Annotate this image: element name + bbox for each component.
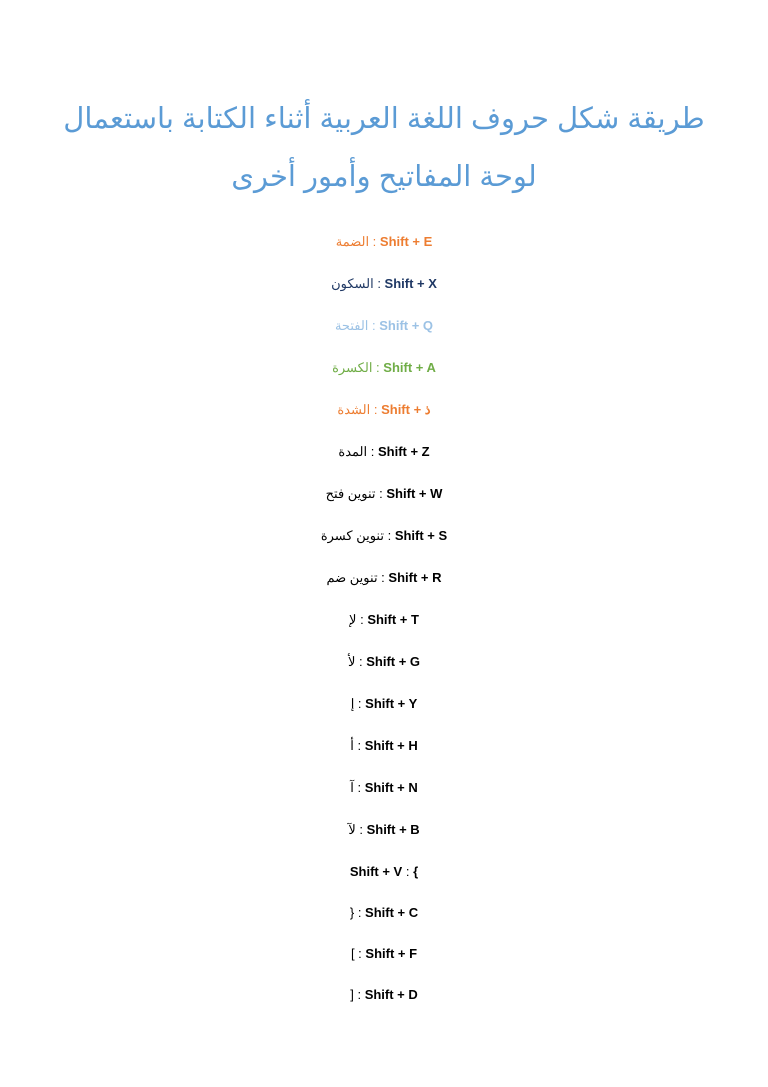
shortcut-row: الشدة : Shift + ذ — [337, 402, 430, 418]
shortcut-key: Shift + G — [366, 654, 420, 669]
shortcut-row: لأ : Shift + G — [348, 654, 420, 670]
shortcut-key: Shift + D — [365, 987, 418, 1002]
separator: : — [370, 402, 381, 417]
shortcut-key: Shift + A — [383, 360, 436, 375]
separator: : — [368, 318, 379, 333]
shortcut-key: Shift + R — [388, 570, 441, 585]
shortcut-key: Shift + H — [365, 738, 418, 753]
shortcut-label: الكسرة — [332, 360, 372, 375]
separator: : — [402, 864, 413, 879]
shortcut-label: تنوين فتح — [326, 486, 376, 501]
separator: : — [378, 570, 389, 585]
shortcut-key: Shift + T — [367, 612, 419, 627]
shortcut-label: السكون — [331, 276, 374, 291]
shortcut-key: Shift + Y — [365, 696, 417, 711]
separator: : — [372, 360, 383, 375]
separator: : — [356, 822, 367, 837]
shortcut-key: Shift + B — [367, 822, 420, 837]
shortcut-row: [ : Shift + F — [351, 946, 417, 961]
shortcut-row: أ : Shift + H — [350, 738, 418, 754]
shortcut-label: المدة — [338, 444, 367, 459]
shortcut-label: Shift + V — [350, 864, 402, 879]
shortcut-row: } : Shift + C — [350, 905, 418, 920]
separator: : — [384, 528, 395, 543]
shortcut-key: Shift + S — [395, 528, 447, 543]
shortcut-label: الفتحة — [335, 318, 368, 333]
shortcut-row: الفتحة : Shift + Q — [335, 318, 433, 334]
shortcut-key: { — [413, 864, 418, 879]
separator: : — [374, 276, 385, 291]
shortcut-row: تنوين ضم : Shift + R — [326, 570, 441, 586]
shortcut-key: Shift + C — [365, 905, 418, 920]
shortcut-label: الضمة — [336, 234, 369, 249]
shortcut-key: Shift + N — [365, 780, 418, 795]
shortcut-key: Shift + F — [365, 946, 417, 961]
shortcut-row: السكون : Shift + X — [331, 276, 437, 292]
separator: : — [355, 946, 366, 961]
shortcut-row: الضمة : Shift + E — [336, 234, 433, 250]
shortcut-row: تنوين فتح : Shift + W — [326, 486, 443, 502]
shortcut-row: Shift + V : { — [350, 864, 418, 879]
shortcut-list: الضمة : Shift + E السكون : Shift + X الفتح… — [0, 234, 768, 1002]
shortcut-row: آ : Shift + N — [350, 780, 418, 796]
shortcut-key: Shift + E — [380, 234, 432, 249]
shortcut-row: لإ : Shift + T — [349, 612, 419, 628]
separator: : — [354, 905, 365, 920]
shortcut-row: الكسرة : Shift + A — [332, 360, 436, 376]
separator: : — [354, 780, 365, 795]
separator: : — [354, 987, 365, 1002]
shortcut-label: تنوين كسرة — [321, 528, 384, 543]
shortcut-row: إ : Shift + Y — [351, 696, 418, 712]
shortcut-label: لآ — [348, 822, 355, 837]
separator: : — [369, 234, 380, 249]
separator: : — [376, 486, 387, 501]
shortcut-label: الشدة — [337, 402, 370, 417]
shortcut-key: Shift + Q — [379, 318, 433, 333]
separator: : — [367, 444, 378, 459]
shortcut-row: المدة : Shift + Z — [338, 444, 429, 460]
shortcut-row: تنوين كسرة : Shift + S — [321, 528, 447, 544]
shortcut-key: Shift + W — [386, 486, 442, 501]
shortcut-row: ] : Shift + D — [350, 987, 418, 1002]
shortcut-row: لآ : Shift + B — [348, 822, 419, 838]
shortcut-key: Shift + Z — [378, 444, 430, 459]
shortcut-label: تنوين ضم — [326, 570, 377, 585]
page-title: طريقة شكل حروف اللغة العربية أثناء الكتا… — [0, 90, 768, 206]
separator: : — [354, 738, 365, 753]
shortcut-key: Shift + X — [385, 276, 437, 291]
separator: : — [354, 696, 365, 711]
separator: : — [356, 612, 367, 627]
shortcut-key: Shift + ذ — [381, 402, 431, 417]
separator: : — [355, 654, 366, 669]
